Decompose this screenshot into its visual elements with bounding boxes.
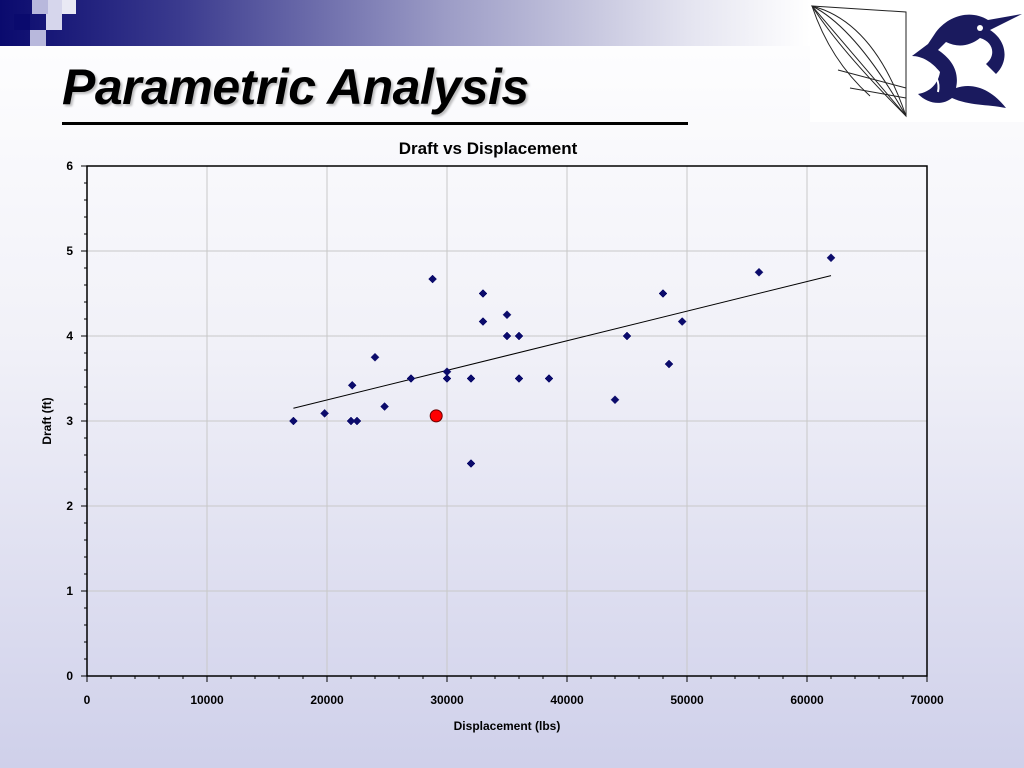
y-axis-title: Draft (ft) bbox=[40, 397, 54, 444]
data-point bbox=[347, 380, 357, 390]
y-tick-label: 2 bbox=[66, 499, 73, 513]
decor-square bbox=[32, 0, 48, 14]
x-tick-label: 40000 bbox=[550, 693, 584, 707]
sail-sketch-icon bbox=[810, 5, 907, 118]
marlin-fish-icon bbox=[912, 14, 1022, 108]
page-title: Parametric Analysis bbox=[62, 59, 529, 115]
x-tick-label: 60000 bbox=[790, 693, 824, 707]
data-point bbox=[478, 317, 488, 326]
data-point bbox=[406, 374, 416, 383]
data-point bbox=[380, 402, 389, 411]
trendline bbox=[293, 275, 832, 409]
x-tick-label: 10000 bbox=[190, 693, 224, 707]
x-axis-title: Displacement (lbs) bbox=[454, 719, 561, 733]
header-gradient-band bbox=[0, 0, 810, 46]
data-point bbox=[289, 416, 298, 426]
y-tick-label: 1 bbox=[66, 584, 73, 598]
data-point bbox=[320, 408, 329, 418]
x-tick-label: 20000 bbox=[310, 693, 344, 707]
data-point bbox=[466, 374, 476, 383]
data-point bbox=[754, 267, 764, 277]
data-point bbox=[826, 253, 836, 263]
chart-title: Draft vs Displacement bbox=[398, 139, 578, 158]
tick-layer: 0 10000 20000 30000 40000 50000 60000 70000 0 1 2 3… bbox=[66, 159, 944, 707]
data-point bbox=[370, 352, 380, 362]
logo-area bbox=[810, 0, 1024, 122]
trendline-layer bbox=[293, 275, 832, 409]
data-point bbox=[664, 359, 674, 369]
data-points-layer bbox=[289, 253, 836, 468]
data-point bbox=[677, 317, 687, 326]
y-tick-label: 3 bbox=[66, 414, 73, 428]
highlight-data-point bbox=[429, 409, 443, 423]
y-tick-label: 6 bbox=[66, 159, 73, 173]
data-point bbox=[466, 459, 476, 468]
decor-square bbox=[62, 0, 76, 14]
data-point bbox=[622, 331, 632, 341]
data-point bbox=[544, 374, 554, 383]
data-point bbox=[478, 289, 488, 298]
data-point bbox=[610, 395, 620, 405]
x-tick-label: 30000 bbox=[430, 693, 464, 707]
decor-square bbox=[46, 14, 62, 30]
y-tick-label: 5 bbox=[66, 244, 73, 258]
decor-square bbox=[14, 14, 30, 30]
data-point bbox=[514, 331, 524, 341]
data-point bbox=[352, 416, 362, 426]
x-tick-label: 0 bbox=[84, 693, 91, 707]
x-tick-label: 50000 bbox=[670, 693, 704, 707]
data-point bbox=[502, 331, 512, 341]
data-point bbox=[514, 374, 524, 383]
decor-square bbox=[48, 0, 62, 14]
data-point bbox=[502, 310, 512, 320]
data-point bbox=[658, 289, 668, 298]
x-tick-label: 70000 bbox=[910, 693, 944, 707]
data-point bbox=[442, 374, 452, 383]
y-tick-label: 0 bbox=[66, 669, 73, 683]
grid-layer bbox=[87, 166, 927, 676]
decor-square bbox=[30, 30, 46, 46]
data-point bbox=[428, 274, 437, 284]
title-underline bbox=[62, 122, 688, 125]
y-tick-label: 4 bbox=[66, 329, 73, 343]
logo-svg bbox=[810, 5, 1022, 118]
data-point bbox=[346, 416, 356, 426]
